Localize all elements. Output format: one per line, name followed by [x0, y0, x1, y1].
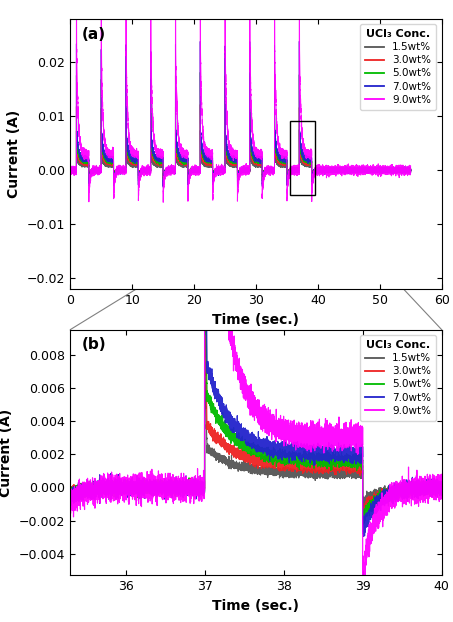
Text: (a): (a) — [82, 27, 106, 42]
Y-axis label: Current (A): Current (A) — [0, 409, 14, 496]
X-axis label: Time (sec.): Time (sec.) — [212, 599, 299, 613]
Text: (b): (b) — [82, 337, 106, 352]
Legend: 1.5wt%, 3.0wt%, 5.0wt%, 7.0wt%, 9.0wt%: 1.5wt%, 3.0wt%, 5.0wt%, 7.0wt%, 9.0wt% — [360, 24, 437, 110]
X-axis label: Time (sec.): Time (sec.) — [212, 313, 299, 327]
Legend: 1.5wt%, 3.0wt%, 5.0wt%, 7.0wt%, 9.0wt%: 1.5wt%, 3.0wt%, 5.0wt%, 7.0wt%, 9.0wt% — [360, 335, 437, 421]
Bar — [290, 121, 315, 195]
Y-axis label: Current (A): Current (A) — [7, 110, 21, 198]
